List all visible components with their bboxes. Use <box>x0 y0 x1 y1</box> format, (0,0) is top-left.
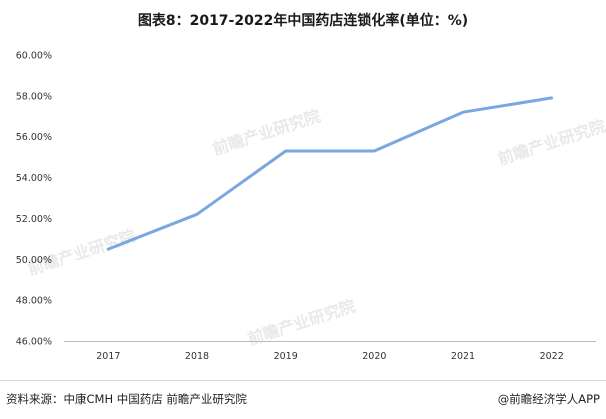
credit-note: @前瞻经济学人APP <box>497 392 600 406</box>
watermark-text: 前瞻产业研究院 <box>245 296 357 349</box>
x-tick-label: 2021 <box>451 351 475 362</box>
watermark-text: 前瞻产业研究院 <box>495 116 606 169</box>
y-tick-label: 60.00% <box>16 51 52 62</box>
chart-title: 图表8：2017-2022年中国药店连锁化率(单位：%) <box>137 13 469 29</box>
series-line <box>106 96 554 251</box>
x-axis-ticks: 2017 2018 2019 2020 2021 2022 <box>96 351 564 362</box>
y-tick-label: 54.00% <box>16 173 52 184</box>
y-tick-label: 48.00% <box>16 296 52 307</box>
watermark-text: 前瞻产业研究院 <box>25 226 137 279</box>
footer: 资料来源：中康CMH 中国药店 前瞻产业研究院 @前瞻经济学人APP <box>0 380 606 419</box>
y-tick-label: 52.00% <box>16 214 52 225</box>
y-axis-ticks: 46.00% 48.00% 50.00% 52.00% 54.00% 56.00% 58.0… <box>16 51 52 348</box>
y-tick-label: 50.00% <box>16 255 52 266</box>
y-tick-label: 46.00% <box>16 337 52 348</box>
source-note: 资料来源：中康CMH 中国药店 前瞻产业研究院 <box>6 392 247 406</box>
x-tick-label: 2020 <box>362 351 386 362</box>
y-tick-label: 58.00% <box>16 91 52 102</box>
x-tick-label: 2019 <box>274 351 298 362</box>
x-tick-label: 2022 <box>540 351 564 362</box>
x-tick-label: 2018 <box>185 351 209 362</box>
y-tick-label: 56.00% <box>16 132 52 143</box>
x-tick-label: 2017 <box>96 351 120 362</box>
